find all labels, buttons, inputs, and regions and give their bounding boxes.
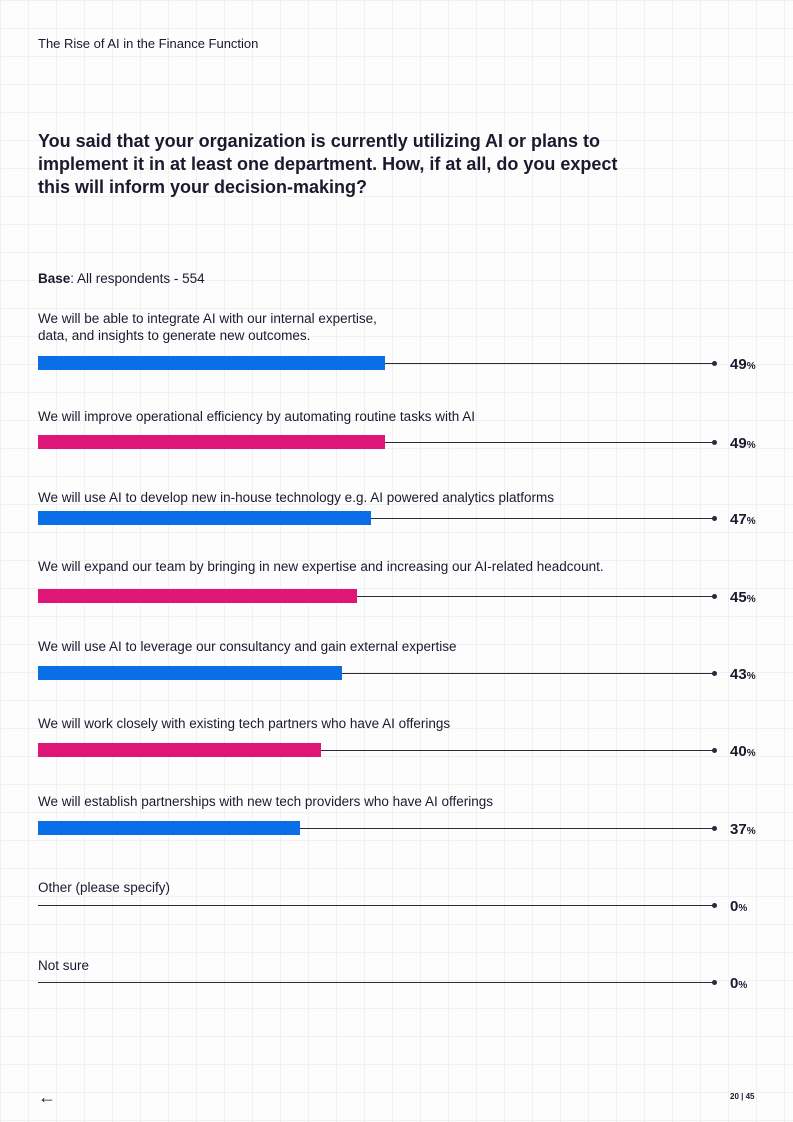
value-label: 0%: [730, 898, 748, 915]
track-end-dot: [712, 671, 717, 676]
track-end-dot: [712, 440, 717, 445]
bar-label: Not sure: [38, 958, 90, 973]
arrow-left-icon[interactable]: ←: [38, 1087, 56, 1107]
value-label: 45%: [730, 589, 756, 606]
track-line: [38, 673, 715, 674]
bar-label: We will use AI to leverage our consultan…: [38, 639, 457, 654]
track-line: [38, 982, 715, 983]
value-label: 47%: [730, 511, 756, 528]
bar-label: We will establish partnerships with new …: [38, 794, 493, 809]
track-end-dot: [712, 748, 717, 753]
track-line: [38, 905, 715, 906]
bar-label: We will work closely with existing tech …: [38, 716, 451, 731]
value-label: 37%: [730, 821, 756, 838]
value-label: 49%: [730, 435, 756, 452]
bar: [38, 743, 322, 757]
value-label: 40%: [730, 743, 756, 760]
bar-label: We will expand our team by bringing in n…: [38, 559, 604, 574]
track-end-dot: [712, 594, 717, 599]
base-label: Base: [38, 271, 71, 286]
value-label: 49%: [730, 356, 756, 373]
track-end-dot: [712, 361, 717, 366]
bar: [38, 511, 371, 525]
report-title: The Rise of AI in the Finance Function: [38, 36, 259, 51]
bar: [38, 821, 300, 835]
track-end-dot: [712, 903, 717, 908]
track-end-dot: [712, 980, 717, 985]
bar-label: Other (please specify): [38, 880, 171, 895]
question-heading: You said that your organization is curre…: [38, 131, 618, 197]
value-label: 43%: [730, 666, 756, 683]
track-line: [38, 750, 715, 751]
bar: [38, 666, 343, 680]
track-end-dot: [712, 826, 717, 831]
bar-label: We will improve operational efficiency b…: [38, 409, 475, 424]
track-line: [38, 596, 715, 597]
page-number: 20 | 45: [730, 1092, 755, 1101]
bar-label: We will use AI to develop new in-house t…: [38, 490, 555, 505]
track-line: [38, 828, 715, 829]
track-line: [38, 518, 715, 519]
track-end-dot: [712, 516, 717, 521]
bar: [38, 589, 357, 603]
bar-label: We will be able to integrate AI with our…: [38, 311, 377, 343]
value-label: 0%: [730, 975, 748, 992]
bar: [38, 356, 385, 370]
base-text: : All respondents - 554: [70, 271, 205, 286]
base-note: Base: All respondents - 554: [38, 271, 205, 286]
bar: [38, 435, 385, 449]
